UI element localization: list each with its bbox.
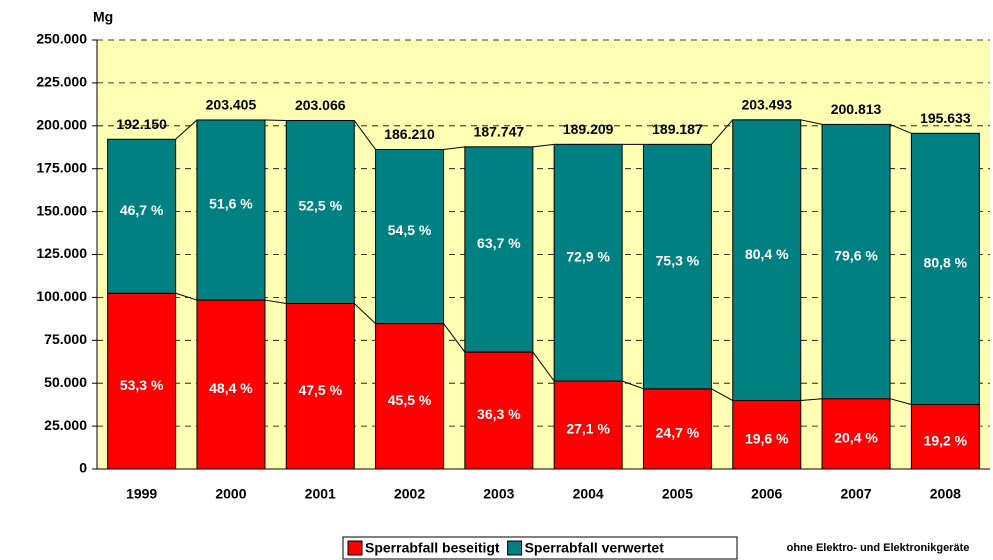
bar-segment: [107, 292, 177, 470]
segment-connector: [443, 323, 466, 353]
total-label: 192.150: [116, 116, 167, 132]
percent-label: 46,7 %: [120, 202, 164, 218]
total-label: 195.633: [920, 110, 971, 126]
y-tick-label: 200.000: [36, 117, 87, 133]
total-label: 187.747: [474, 124, 525, 140]
total-connector: [443, 146, 465, 150]
bar-segment: [196, 119, 266, 301]
bar-segment: [107, 138, 177, 294]
x-tick-label: 2002: [394, 486, 425, 502]
total-label: 203.066: [295, 97, 346, 113]
total-connector: [889, 123, 912, 134]
total-connector: [711, 119, 734, 145]
total-connector: [532, 143, 555, 148]
y-tick-label: 225.000: [36, 74, 87, 90]
x-tick-label: 2008: [930, 486, 961, 502]
segment-connector: [175, 292, 198, 301]
y-tick-label: 75.000: [44, 331, 87, 347]
bar-segment: [732, 119, 802, 402]
segment-connector: [532, 351, 555, 382]
bar-segment: [464, 351, 534, 470]
bar-segment: [375, 148, 445, 325]
percent-label: 47,5 %: [298, 382, 342, 398]
percent-label: 20,4 %: [834, 430, 878, 446]
total-label: 203.405: [206, 97, 257, 113]
y-tick-label: 150.000: [36, 202, 87, 218]
x-tick-label: 2007: [840, 486, 871, 502]
y-tick-label: 0: [79, 460, 87, 476]
x-tick-label: 1999: [126, 486, 157, 502]
x-tick-label: 2005: [662, 486, 693, 502]
segment-connector: [621, 380, 644, 390]
percent-label: 53,3 %: [120, 377, 164, 393]
segment-connector: [889, 398, 912, 406]
percent-label: 54,5 %: [388, 222, 432, 238]
percent-label: 36,3 %: [477, 406, 521, 422]
legend-label: Sperrabfall verwertet: [525, 540, 665, 556]
x-tick-label: 2003: [483, 486, 514, 502]
bar-segment: [553, 380, 623, 470]
bar-segment: [910, 404, 980, 470]
percent-label: 80,4 %: [745, 246, 789, 262]
total-connector: [353, 120, 376, 150]
y-tick-label: 50.000: [44, 374, 87, 390]
bar-segment: [642, 143, 712, 390]
bar-segment: [285, 302, 355, 470]
percent-label: 24,7 %: [656, 425, 700, 441]
percent-label: 48,4 %: [209, 380, 253, 396]
bar-segment: [553, 143, 623, 382]
legend-label: Sperrabfall beseitigt: [365, 540, 500, 556]
bar-segment: [464, 146, 534, 353]
y-tick-label: 125.000: [36, 245, 87, 261]
total-connector: [175, 119, 198, 140]
x-tick-label: 2000: [215, 486, 246, 502]
percent-label: 51,6 %: [209, 196, 253, 212]
legend-box: [342, 536, 738, 560]
total-label: 203.493: [741, 97, 792, 113]
percent-label: 27,1 %: [566, 421, 610, 437]
percent-label: 52,5 %: [298, 198, 342, 214]
y-tick-label: 175.000: [36, 159, 87, 175]
note: ohne Elektro- und Elektronikgeräte: [787, 542, 970, 554]
bar-segment: [375, 323, 445, 470]
bar-segment: [821, 123, 891, 400]
total-label: 189.209: [563, 121, 614, 137]
percent-label: 45,5 %: [388, 392, 432, 408]
percent-label: 80,8 %: [924, 255, 968, 271]
percent-label: 19,2 %: [924, 432, 968, 448]
total-connector: [264, 119, 287, 122]
total-label: 189.187: [652, 121, 703, 137]
y-tick-label: 100.000: [36, 288, 87, 304]
total-label: 186.210: [384, 126, 435, 142]
percent-label: 79,6 %: [834, 247, 878, 263]
percent-label: 19,6 %: [745, 430, 789, 446]
segment-connector: [264, 299, 287, 304]
percent-label: 75,3 %: [656, 252, 700, 268]
bar-segment: [732, 400, 802, 470]
bar-segment: [910, 132, 980, 406]
legend-swatch: [507, 540, 523, 556]
x-tick-label: 2001: [305, 486, 336, 502]
bar-segment: [821, 398, 891, 470]
segment-connector: [800, 398, 823, 402]
total-label: 200.813: [831, 101, 882, 117]
x-tick-label: 2006: [751, 486, 782, 502]
percent-label: 72,9 %: [566, 248, 610, 264]
bar-segment: [196, 299, 266, 470]
y-tick-label: 250.000: [36, 31, 87, 47]
y-tick-label: 25.000: [44, 417, 87, 433]
legend-swatch: [347, 540, 363, 556]
y-axis-label: Mg: [93, 9, 113, 25]
percent-label: 63,7 %: [477, 235, 521, 251]
bar-segment: [285, 120, 355, 304]
segment-connector: [711, 388, 733, 401]
total-connector: [800, 119, 823, 125]
segment-connector: [353, 303, 376, 324]
bar-segment: [642, 388, 712, 470]
x-tick-label: 2004: [573, 486, 604, 502]
